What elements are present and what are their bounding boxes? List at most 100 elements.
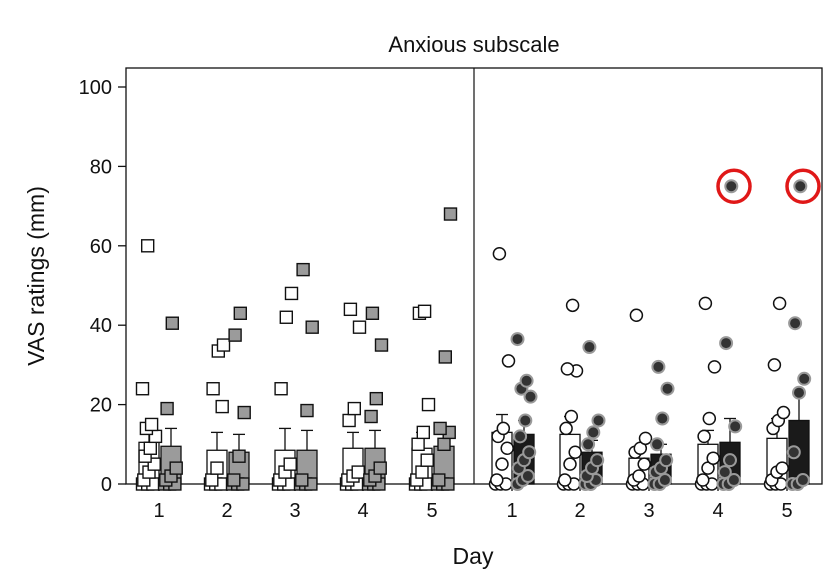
data-point <box>490 473 504 487</box>
data-point <box>776 405 791 420</box>
data-point <box>227 473 241 487</box>
x-tick-label: 4 <box>357 500 368 522</box>
data-point <box>279 310 293 324</box>
data-point <box>719 336 734 351</box>
data-point <box>564 409 579 424</box>
x-tick-label: 4 <box>712 500 723 522</box>
data-point <box>365 306 380 320</box>
x-tick-label: 2 <box>221 500 232 522</box>
y-tick-label: 60 <box>90 236 112 258</box>
data-point <box>233 306 248 320</box>
data-point <box>786 445 801 460</box>
data-point <box>143 441 158 455</box>
data-point <box>510 332 525 347</box>
data-point <box>563 457 577 471</box>
data-point <box>237 405 251 420</box>
x-tick-label: 2 <box>574 500 585 522</box>
x-tick-label: 5 <box>781 500 792 522</box>
data-point <box>437 437 451 451</box>
data-point <box>702 411 717 426</box>
data-point <box>660 381 675 396</box>
x-axis-label: Day <box>453 543 494 569</box>
data-point <box>496 421 511 436</box>
data-point <box>140 239 155 253</box>
data-point <box>492 246 507 261</box>
data-point <box>638 431 653 446</box>
data-point <box>216 338 231 352</box>
data-point <box>797 371 812 386</box>
x-tick-label: 1 <box>153 500 164 522</box>
data-point <box>637 457 651 471</box>
data-point <box>228 328 242 342</box>
data-point <box>305 320 319 334</box>
data-point <box>793 179 808 194</box>
data-point <box>283 457 297 471</box>
data-point <box>205 473 219 487</box>
data-point <box>300 403 314 418</box>
data-point <box>352 320 367 334</box>
data-point <box>651 359 666 374</box>
data-point <box>520 469 535 484</box>
data-point <box>169 461 183 475</box>
data-point <box>726 473 741 488</box>
data-point <box>342 413 356 428</box>
data-point <box>144 417 159 432</box>
data-point <box>586 425 601 440</box>
data-point <box>347 401 361 416</box>
data-point <box>717 465 732 480</box>
y-tick-label: 80 <box>90 156 112 178</box>
data-point <box>591 413 606 428</box>
data-point <box>160 401 174 416</box>
y-tick-label: 20 <box>90 395 112 417</box>
data-point <box>215 399 229 414</box>
x-tick-label: 3 <box>289 500 300 522</box>
data-point <box>232 449 246 463</box>
data-point <box>364 409 378 424</box>
data-point <box>655 411 670 426</box>
data-point <box>351 465 365 479</box>
data-point <box>519 373 534 388</box>
data-point <box>582 340 597 355</box>
data-point <box>629 308 644 323</box>
data-point <box>165 316 180 330</box>
chart-title: Anxious subscale <box>388 32 559 57</box>
x-tick-label: 1 <box>506 500 517 522</box>
x-tick-label: 3 <box>643 500 654 522</box>
data-point <box>500 441 514 456</box>
y-tick-label: 0 <box>101 474 112 496</box>
y-axis-label: VAS ratings (mm) <box>23 186 49 366</box>
data-point <box>416 425 430 440</box>
data-point <box>411 437 425 451</box>
data-point <box>697 429 711 444</box>
data-point <box>523 389 538 404</box>
data-point <box>696 473 710 487</box>
highlight-ring <box>785 168 821 204</box>
data-point <box>788 316 803 331</box>
data-point <box>438 350 452 364</box>
data-point <box>374 338 389 352</box>
data-point <box>723 453 737 468</box>
data-point <box>590 453 605 468</box>
data-point <box>210 461 224 475</box>
data-point <box>792 385 806 400</box>
data-point <box>772 296 787 311</box>
data-point <box>659 453 674 468</box>
data-point <box>432 473 446 487</box>
data-point <box>724 179 739 194</box>
data-point <box>443 207 458 221</box>
data-point <box>558 473 572 487</box>
data-point <box>135 382 150 396</box>
data-point <box>415 465 429 479</box>
data-point <box>767 358 782 372</box>
highlight-ring <box>716 168 752 204</box>
x-tick-label: 5 <box>426 500 437 522</box>
data-point <box>698 296 713 311</box>
data-point <box>657 473 672 488</box>
data-point <box>632 469 646 483</box>
data-point <box>581 437 596 452</box>
data-point <box>707 360 722 374</box>
data-point <box>560 362 575 376</box>
data-point <box>775 461 789 475</box>
data-point <box>433 421 447 436</box>
